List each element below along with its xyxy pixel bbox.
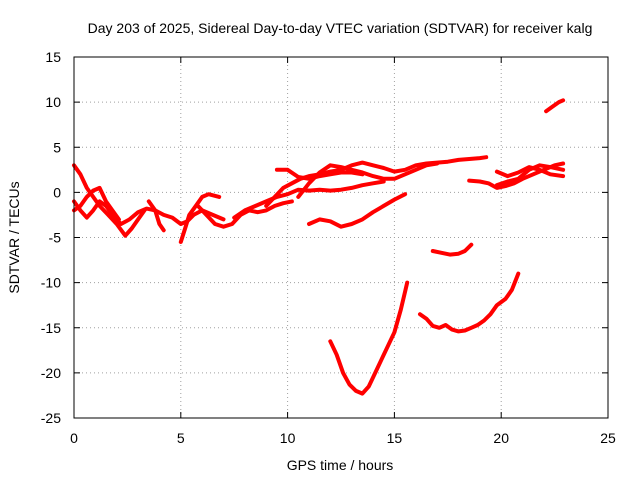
y-tick-label: 0 [53,184,61,200]
y-axis-label: SDTVAR / TECUs [6,181,22,293]
y-tick-label: 5 [53,139,61,155]
x-tick-label: 10 [280,430,296,446]
grid-lines [74,57,608,418]
axis-ticks: 0 5 10 15 20 25 -25 -20 -15 -10 -5 0 5 10 15 [41,49,616,446]
series-arc-12 [307,192,408,229]
series-arc-10 [296,161,440,199]
series-arc-17 [494,163,566,188]
series-arc-02 [72,185,121,222]
y-tick-label: -5 [49,230,62,246]
chart-title: Day 203 of 2025, Sidereal Day-to-day VTE… [88,20,593,36]
series-arc-14 [418,271,521,334]
x-tick-label: 20 [493,430,509,446]
y-tick-label: 10 [45,94,61,110]
y-tick-label: -25 [41,410,61,426]
series-arc-04 [146,199,166,233]
series-arc-18 [494,165,566,179]
series-arc-09 [274,167,365,181]
series-arc-13 [328,280,410,396]
y-tick-label: -15 [41,320,61,336]
x-tick-label: 25 [600,430,616,446]
y-tick-label: -20 [41,365,61,381]
y-tick-label: -10 [41,275,61,291]
data-series [72,98,566,396]
x-axis-label: GPS time / hours [287,457,394,473]
x-tick-label: 5 [177,430,185,446]
series-arc-11 [307,179,386,193]
x-tick-label: 15 [387,430,403,446]
y-tick-label: 15 [45,49,61,65]
series-arc-15 [430,242,474,257]
series-arc-19 [544,98,566,114]
series-arc-08 [264,155,489,208]
series-arc-01 [72,163,147,238]
series-arc-05 [178,192,222,244]
x-tick-label: 0 [70,430,78,446]
series-arc-03 [72,199,226,226]
